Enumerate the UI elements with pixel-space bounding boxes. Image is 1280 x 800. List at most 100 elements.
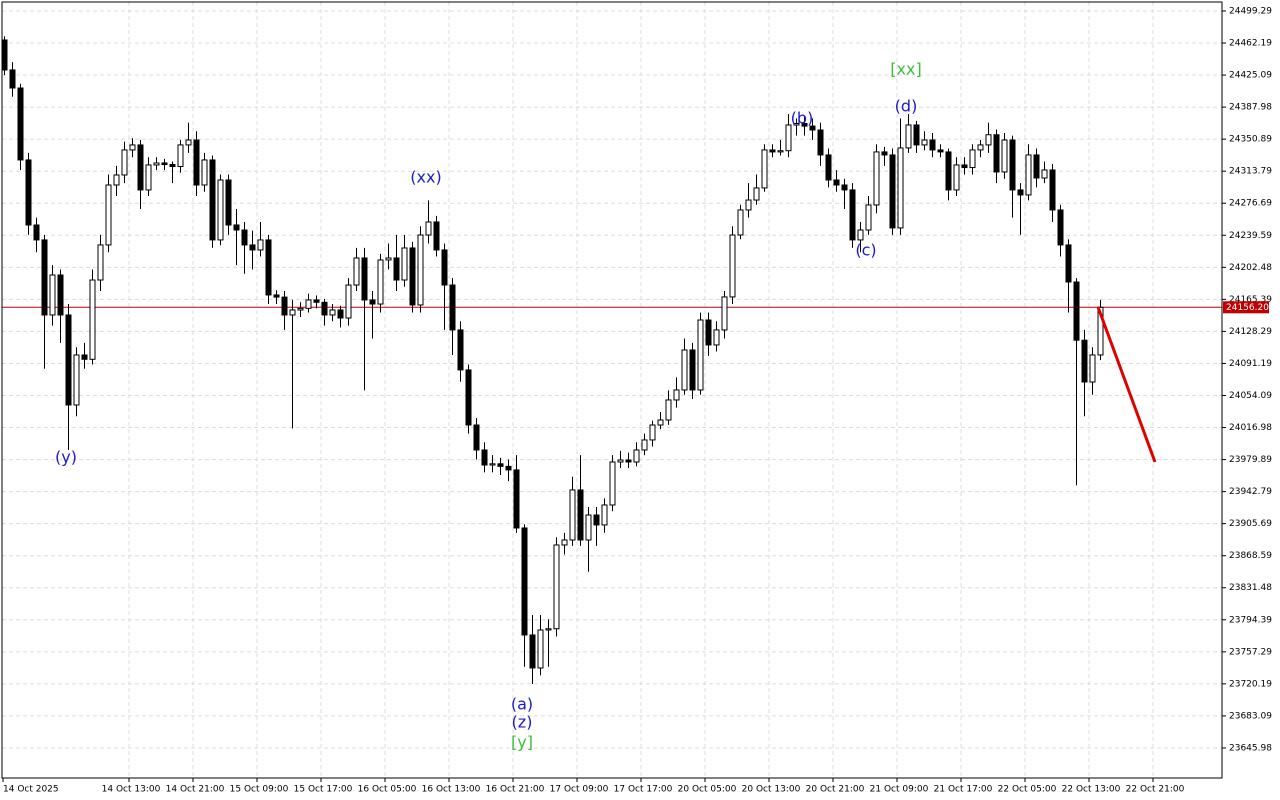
candle-body bbox=[553, 544, 560, 630]
candle-body bbox=[721, 296, 728, 331]
candle-body bbox=[929, 139, 936, 151]
x-tick-label: 17 Oct 17:00 bbox=[614, 785, 673, 795]
y-tick-label: 24091.19 bbox=[1229, 359, 1272, 369]
candle-body bbox=[329, 309, 336, 316]
candle-body bbox=[1041, 169, 1048, 179]
y-tick-label: 24165.39 bbox=[1229, 295, 1272, 305]
candle-body bbox=[89, 279, 96, 360]
candle-body bbox=[265, 239, 272, 296]
wave-label: (a) bbox=[511, 695, 533, 714]
candle-body bbox=[377, 259, 384, 305]
candle-body bbox=[145, 164, 152, 191]
price-tag bbox=[1223, 301, 1269, 314]
candle-body bbox=[521, 527, 528, 636]
candle-body bbox=[545, 628, 552, 631]
candle-body bbox=[233, 224, 240, 231]
candle-body bbox=[753, 187, 760, 201]
candle-body bbox=[49, 274, 56, 316]
candle-body bbox=[601, 504, 608, 526]
candle-body bbox=[993, 134, 1000, 173]
y-tick-label: 24425.09 bbox=[1229, 71, 1272, 81]
wave-label: (c) bbox=[855, 241, 876, 260]
candle-body bbox=[337, 309, 344, 319]
candle-body bbox=[865, 204, 872, 231]
candle-body bbox=[433, 221, 440, 251]
candle-body bbox=[201, 159, 208, 186]
candle-body bbox=[441, 249, 448, 286]
x-tick-label: 17 Oct 09:00 bbox=[550, 785, 609, 795]
candle-body bbox=[625, 459, 632, 463]
candle-body bbox=[481, 449, 488, 466]
candle-body bbox=[417, 234, 424, 306]
x-tick-label: 22 Oct 05:00 bbox=[998, 785, 1057, 795]
plot-frame bbox=[1, 1, 1223, 779]
candle-body bbox=[881, 151, 888, 156]
candle-body bbox=[393, 257, 400, 281]
y-tick-label: 23794.39 bbox=[1229, 615, 1272, 625]
candle-body bbox=[65, 314, 72, 406]
candle-body bbox=[737, 209, 744, 236]
x-tick-label: 21 Oct 17:00 bbox=[934, 785, 993, 795]
y-tick-label: 23831.48 bbox=[1229, 583, 1272, 593]
candle-body bbox=[153, 162, 160, 166]
y-tick-label: 24499.29 bbox=[1229, 6, 1272, 16]
y-tick-label: 23979.89 bbox=[1229, 455, 1272, 465]
x-tick-label: 20 Oct 13:00 bbox=[742, 785, 801, 795]
candle-body bbox=[385, 257, 392, 261]
candle-body bbox=[257, 239, 264, 251]
candle-body bbox=[457, 329, 464, 371]
candle-body bbox=[185, 139, 192, 146]
candle-body bbox=[449, 284, 456, 331]
candle-body bbox=[249, 244, 256, 251]
candle-body bbox=[409, 247, 416, 306]
candle-body bbox=[641, 439, 648, 451]
y-tick-label: 24054.09 bbox=[1229, 391, 1272, 401]
candle-body bbox=[121, 149, 128, 176]
candle-body bbox=[57, 274, 64, 316]
candle-body bbox=[945, 151, 952, 191]
y-tick-label: 24387.98 bbox=[1229, 103, 1272, 113]
candle-body bbox=[1081, 339, 1088, 383]
candle-body bbox=[873, 151, 880, 206]
wave-label: (b) bbox=[791, 109, 814, 128]
candle-body bbox=[793, 123, 800, 126]
candle-body bbox=[1, 39, 8, 71]
candle-body bbox=[585, 514, 592, 541]
x-tick-label: 21 Oct 09:00 bbox=[870, 785, 929, 795]
y-tick-label: 24016.98 bbox=[1229, 423, 1272, 433]
candle-body bbox=[713, 329, 720, 346]
candle-body bbox=[489, 463, 496, 466]
candle-body bbox=[473, 424, 480, 451]
candle-body bbox=[537, 629, 544, 669]
candle-body bbox=[921, 139, 928, 146]
candle-body bbox=[161, 162, 168, 166]
candle-body bbox=[97, 244, 104, 281]
candle-body bbox=[969, 149, 976, 169]
x-tick-label: 22 Oct 21:00 bbox=[1126, 785, 1185, 795]
candle-body bbox=[817, 129, 824, 156]
wave-label: (y) bbox=[55, 448, 77, 467]
candle-body bbox=[361, 257, 368, 301]
candle-body bbox=[1025, 154, 1032, 196]
candle-body bbox=[985, 134, 992, 146]
candle-body bbox=[241, 229, 248, 246]
candle-body bbox=[649, 424, 656, 441]
candle-body bbox=[25, 159, 32, 226]
candle-body bbox=[281, 296, 288, 316]
candle-body bbox=[1097, 306, 1104, 356]
y-tick-label: 23645.98 bbox=[1229, 743, 1272, 753]
candle-body bbox=[825, 154, 832, 181]
candle-body bbox=[193, 139, 200, 186]
candle-body bbox=[681, 349, 688, 391]
candle-body bbox=[113, 174, 120, 186]
x-tick-label: 16 Oct 05:00 bbox=[358, 785, 417, 795]
candle-body bbox=[209, 159, 216, 241]
x-tick-label: 16 Oct 21:00 bbox=[486, 785, 545, 795]
candle-body bbox=[609, 461, 616, 506]
forecast-line bbox=[1096, 306, 1157, 463]
candle-body bbox=[1017, 189, 1024, 196]
x-tick-label: 15 Oct 09:00 bbox=[230, 785, 289, 795]
y-tick-label: 24128.29 bbox=[1229, 327, 1272, 337]
candle-body bbox=[897, 147, 904, 229]
wave-label: [y] bbox=[511, 733, 533, 752]
